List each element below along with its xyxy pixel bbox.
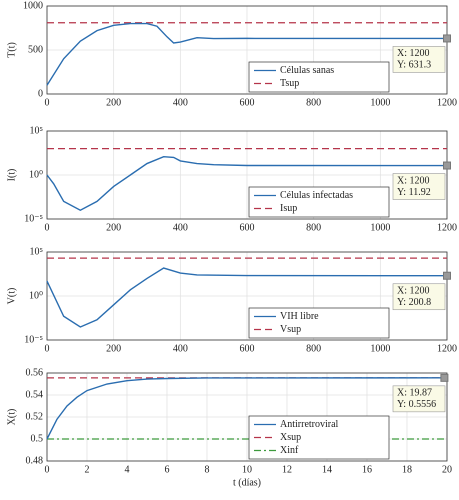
x-tick-label: 400 bbox=[173, 97, 188, 108]
legend-label: Antirretroviral bbox=[280, 419, 339, 430]
x-tick-label: 1200 bbox=[437, 222, 457, 233]
datatip-y: Y: 200.8 bbox=[397, 297, 431, 308]
datatip-box bbox=[392, 283, 446, 311]
x-tick-label: 1000 bbox=[370, 343, 390, 354]
legend-label: Isup bbox=[280, 203, 297, 214]
legend: VIH libre Vsup bbox=[248, 307, 390, 339]
y-tick-label: 10⁵ bbox=[30, 246, 44, 257]
x-tick-label: 800 bbox=[306, 343, 321, 354]
y-tick-label: 0.48 bbox=[26, 455, 44, 466]
x-tick-label: 200 bbox=[106, 343, 121, 354]
x-tick-label: 10 bbox=[242, 464, 252, 475]
y-tick-label: 500 bbox=[28, 44, 43, 55]
x-tick-label: 4 bbox=[125, 464, 130, 475]
y-tick-label: 0.54 bbox=[26, 389, 44, 400]
plot-frame bbox=[46, 5, 448, 95]
x-tick-label: 6 bbox=[165, 464, 170, 475]
legend: Antirretroviral Xsup Xinf bbox=[248, 415, 390, 460]
datatip-marker bbox=[443, 34, 451, 43]
datatip-box bbox=[392, 173, 446, 200]
y-tick-label: 0 bbox=[38, 88, 43, 99]
x-tick-label: 12 bbox=[282, 464, 292, 475]
legend-label: Vsup bbox=[280, 324, 301, 335]
x-tick-label: 16 bbox=[362, 464, 372, 475]
x-tick-label: 2 bbox=[85, 464, 90, 475]
data-line bbox=[46, 267, 448, 328]
x-tick-label: 800 bbox=[306, 97, 321, 108]
x-tick-label: 600 bbox=[240, 343, 255, 354]
x-tick-label: 20 bbox=[442, 464, 452, 475]
y-tick-label: 10⁵ bbox=[30, 125, 44, 136]
legend-label: Células infectadas bbox=[280, 190, 353, 201]
legend: Células sanas Tsup bbox=[248, 61, 390, 93]
data-line bbox=[46, 22, 448, 86]
plot-frame bbox=[46, 372, 448, 462]
legend-label: VIH libre bbox=[280, 311, 319, 322]
datatip-marker bbox=[443, 161, 451, 170]
x-tick-label: 0 bbox=[45, 464, 50, 475]
datatip-y: Y: 0.5556 bbox=[397, 399, 436, 410]
data-line bbox=[46, 155, 448, 211]
y-tick-label: 10⁻⁵ bbox=[24, 213, 43, 224]
legend-label: Tsup bbox=[280, 78, 299, 89]
datatip-marker bbox=[440, 373, 449, 382]
y-axis-label: V(t) bbox=[6, 288, 17, 305]
y-axis-label: T(t) bbox=[6, 42, 17, 58]
legend-label: Xinf bbox=[280, 445, 299, 456]
datatip-x: X: 1200 bbox=[397, 286, 430, 297]
datatip-x: X: 19.87 bbox=[397, 388, 432, 399]
x-tick-label: 1200 bbox=[437, 343, 457, 354]
y-tick-label: 1000 bbox=[23, 0, 43, 11]
y-axis-label: I(t) bbox=[6, 169, 17, 182]
x-tick-label: 0 bbox=[45, 222, 50, 233]
legend-box bbox=[248, 307, 390, 339]
y-axis-label: X(t) bbox=[6, 409, 17, 426]
y-tick-label: 10⁰ bbox=[29, 290, 43, 301]
x-tick-label: 14 bbox=[322, 464, 332, 475]
x-tick-label: 1200 bbox=[437, 97, 457, 108]
y-tick-label: 0.52 bbox=[26, 411, 44, 422]
datatip-box bbox=[392, 385, 446, 413]
datatip-x: X: 1200 bbox=[397, 48, 430, 59]
x-tick-label: 400 bbox=[173, 222, 188, 233]
legend: Células infectadas Isup bbox=[248, 186, 390, 218]
data-line bbox=[46, 377, 448, 440]
y-tick-label: 10⁰ bbox=[29, 169, 43, 180]
legend-box bbox=[248, 186, 390, 218]
x-tick-label: 600 bbox=[240, 222, 255, 233]
datatip-y: Y: 631.3 bbox=[397, 60, 431, 71]
x-tick-label: 1000 bbox=[370, 97, 390, 108]
y-tick-label: 0.56 bbox=[26, 367, 44, 378]
x-tick-label: 400 bbox=[173, 343, 188, 354]
x-axis-label: t (días) bbox=[233, 477, 261, 488]
legend-box bbox=[248, 415, 390, 460]
datatip-marker bbox=[443, 271, 451, 280]
datatip-box bbox=[392, 46, 446, 73]
x-tick-label: 600 bbox=[240, 97, 255, 108]
x-tick-label: 1000 bbox=[370, 222, 390, 233]
plot-frame bbox=[46, 251, 448, 341]
x-tick-label: 800 bbox=[306, 222, 321, 233]
legend-label: Xsup bbox=[280, 432, 301, 443]
y-tick-label: 0.5 bbox=[31, 433, 44, 444]
x-tick-label: 18 bbox=[402, 464, 412, 475]
x-tick-label: 8 bbox=[205, 464, 210, 475]
legend-box bbox=[248, 61, 390, 93]
datatip-x: X: 1200 bbox=[397, 175, 430, 186]
legend-label: Células sanas bbox=[280, 65, 334, 76]
x-tick-label: 200 bbox=[106, 222, 121, 233]
datatip-y: Y: 11.92 bbox=[397, 187, 431, 198]
x-tick-label: 0 bbox=[45, 343, 50, 354]
x-tick-label: 200 bbox=[106, 97, 121, 108]
x-tick-label: 0 bbox=[45, 97, 50, 108]
y-tick-label: 10⁻⁵ bbox=[24, 334, 43, 345]
